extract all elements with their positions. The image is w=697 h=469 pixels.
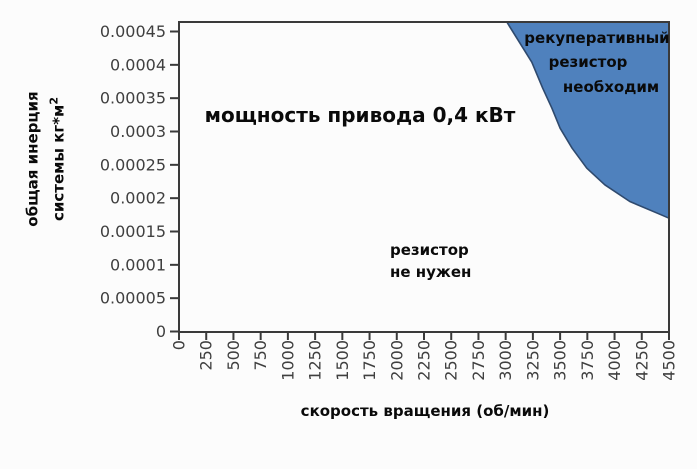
y-tick-label: 0.00025 — [100, 155, 166, 174]
x-tick-label: 750 — [251, 340, 270, 371]
x-tick-label: 4500 — [660, 340, 679, 381]
y-tick-label: 0.00035 — [100, 89, 166, 108]
x-tick-label: 3250 — [523, 340, 542, 381]
x-tick-label: 4250 — [632, 340, 651, 381]
x-axis-label: скорость вращения (об/мин) — [300, 402, 550, 420]
x-tick-label: 0 — [170, 340, 189, 350]
x-tick-label: 500 — [224, 340, 243, 371]
x-tick-label: 2250 — [415, 340, 434, 381]
region-required-label-line3: необходим — [562, 78, 660, 96]
y-tick-label: 0 — [156, 322, 166, 341]
y-tick-label: 0.0004 — [110, 55, 166, 74]
x-tick-label: 2750 — [469, 340, 488, 381]
region-required-label-line1: рекуперативный — [524, 29, 670, 47]
y-tick-label: 0.0003 — [110, 122, 166, 141]
x-tick-label: 2000 — [387, 340, 406, 381]
region-required-label-line2: резистор — [548, 53, 628, 71]
y-tick-label: 0.0002 — [110, 189, 166, 208]
x-tick-label: 2500 — [442, 340, 461, 381]
x-tick-label: 1750 — [360, 340, 379, 381]
region-not-needed-label-line1: резистор — [390, 241, 469, 259]
x-tick-label: 3500 — [551, 340, 570, 381]
x-tick-label: 1250 — [306, 340, 325, 381]
y-axis-label-superscript: 2 — [47, 97, 61, 105]
y-axis-label: общая инерция системы кг*м2 — [23, 91, 70, 226]
y-axis-label-line2-text: системы кг*м — [49, 104, 68, 222]
y-tick-label: 0.00005 — [100, 289, 166, 308]
y-tick-label: 0.0001 — [110, 255, 166, 274]
region-not-needed-label-line2: не нужен — [390, 263, 472, 281]
x-tick-label: 1000 — [278, 340, 297, 381]
region-not-needed-label: резистор не нужен — [390, 239, 471, 283]
x-tick-label: 3750 — [578, 340, 597, 381]
y-axis-label-line2: системы кг*м2 — [44, 91, 70, 226]
required-region-area — [506, 21, 670, 219]
y-tick-label: 0.00045 — [100, 22, 166, 41]
x-tick-label: 3000 — [496, 340, 515, 381]
y-tick-label: 0.00015 — [100, 222, 166, 241]
x-tick-label: 1500 — [333, 340, 352, 381]
x-tick-label: 250 — [197, 340, 216, 371]
x-tick-label: 4000 — [605, 340, 624, 381]
y-axis-label-line1: общая инерция — [23, 91, 42, 227]
chart-title: мощность привода 0,4 кВт — [204, 103, 516, 127]
